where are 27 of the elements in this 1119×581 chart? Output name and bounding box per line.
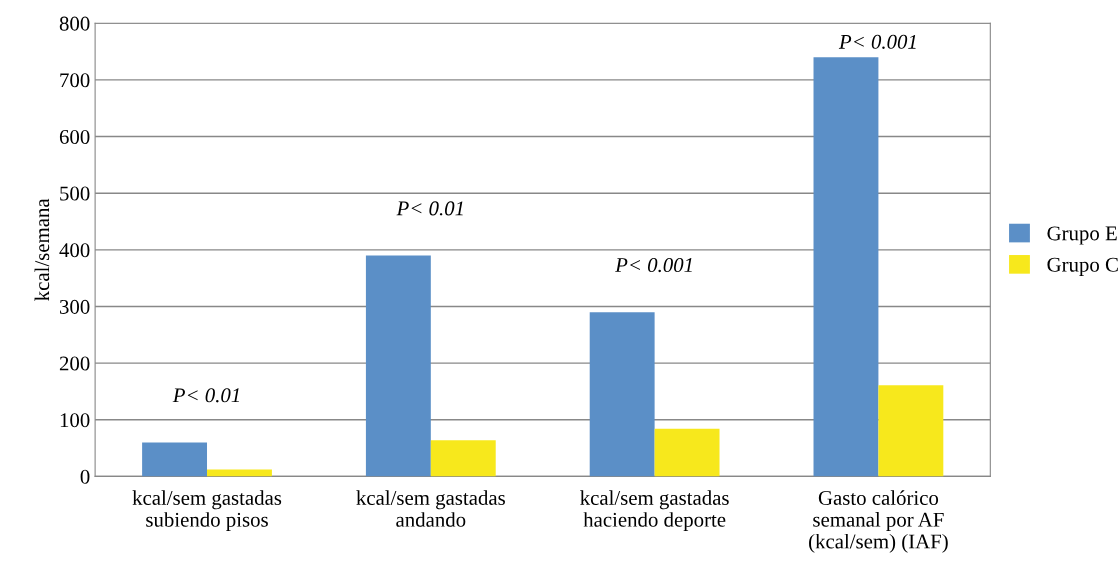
y-tick-label: 0: [80, 469, 90, 484]
x-tick-label: kcal/sem gastadas haciendo deporte: [580, 490, 729, 532]
bar: [654, 428, 720, 477]
y-axis-title: kcal/semana: [34, 198, 50, 301]
y-tick-label: 700: [60, 73, 90, 88]
y-tick-label: 800: [59, 16, 90, 31]
bar: [589, 312, 655, 477]
y-tick-label: 200: [59, 356, 90, 371]
annotation: P< 0.001: [615, 257, 692, 273]
annotation: P< 0.001: [838, 34, 916, 49]
x-tick-label: Gasto calórico semanal por AF (kcal/sem) (IAF): [809, 490, 948, 553]
annotation: P< 0.01: [172, 388, 239, 403]
bar: [142, 442, 208, 477]
bar: [813, 57, 879, 477]
y-tick-label: 600: [59, 129, 90, 144]
bar: [878, 385, 944, 477]
y-tick-label: 100: [60, 413, 90, 428]
y-tick-label: 500: [60, 186, 90, 201]
bar: [430, 440, 496, 477]
legend-label: Grupo C: [1047, 257, 1118, 276]
x-tick-label: kcal/sem gastadas subiendo pisos: [132, 490, 282, 532]
x-tick-label: kcal/sem gastadas andando: [356, 490, 505, 527]
bar: [365, 255, 431, 477]
annotation: P< 0.01: [396, 201, 463, 216]
legend-label: Grupo E: [1047, 226, 1117, 245]
y-tick-label: 300: [60, 299, 90, 314]
y-tick-label: 400: [59, 243, 90, 258]
